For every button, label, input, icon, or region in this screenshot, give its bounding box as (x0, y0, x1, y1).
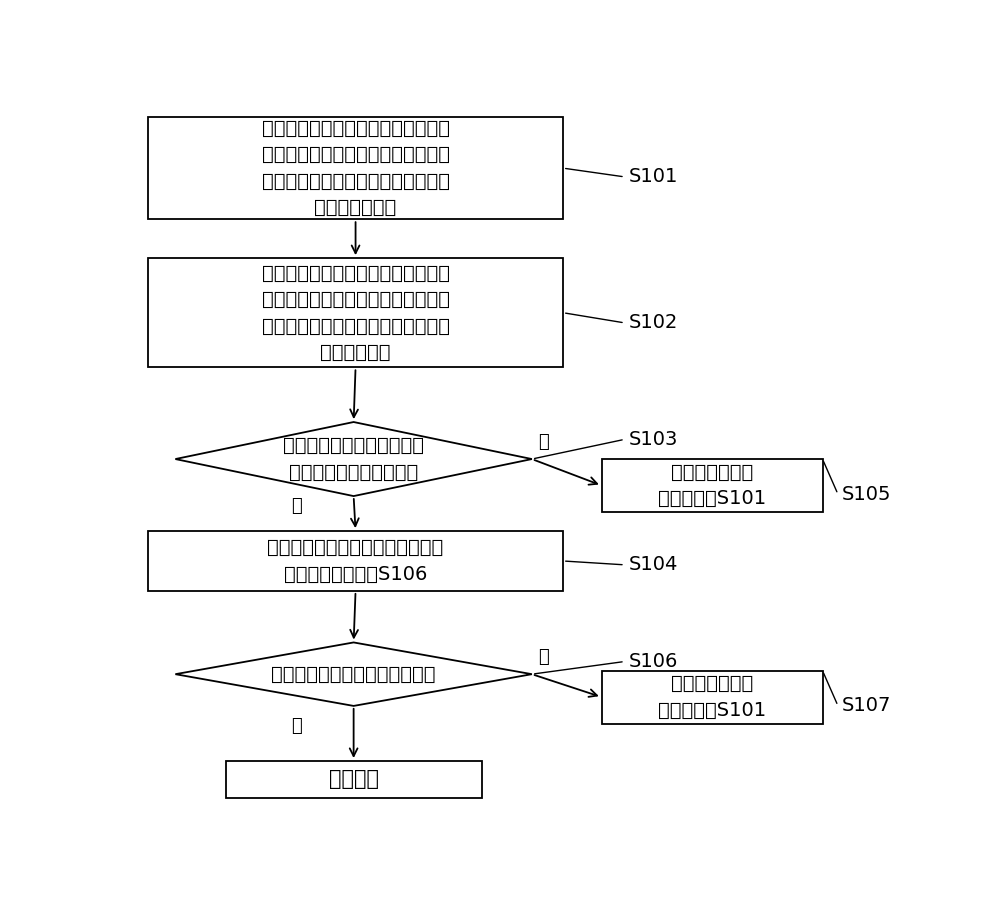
Text: 结束操作: 结束操作 (329, 769, 379, 790)
Text: 将塞尺塞入轴承座和隔离套的径向间
隙中，调整径向间隙在周向上呈等距
且满足塞尺尺寸要求后，取出塞尺，
将轴承外盖盖上: 将塞尺塞入轴承座和隔离套的径向间 隙中，调整径向间隙在周向上呈等距 且满足塞尺尺… (262, 119, 450, 217)
Text: S106: S106 (629, 652, 678, 671)
Text: 否: 否 (538, 432, 549, 451)
Text: 否: 否 (538, 648, 549, 666)
Text: 拆掉轴承外盖，
并返回步骤S101: 拆掉轴承外盖， 并返回步骤S101 (658, 674, 766, 720)
Text: 拆掉轴承外盖，
并返回步骤S101: 拆掉轴承外盖， 并返回步骤S101 (658, 463, 766, 508)
Bar (602, 671, 822, 724)
Bar (148, 117, 563, 219)
Text: 取出间隙检测片，将塞尺插入径向
间隙中，执行步骤S106: 取出间隙检测片，将塞尺插入径向 间隙中，执行步骤S106 (267, 539, 444, 583)
Text: 将若干个间隙测微片通过轴承外盖的
工艺检测孔插入径向间隙中，旋拧轴
承外盖上对称设置的紧固螺栓，并拉
动间隙测微片: 将若干个间隙测微片通过轴承外盖的 工艺检测孔插入径向间隙中，旋拧轴 承外盖上对称… (262, 264, 450, 362)
Bar (148, 258, 563, 367)
Text: 是: 是 (292, 717, 302, 736)
Polygon shape (175, 422, 532, 496)
Text: S107: S107 (842, 696, 891, 715)
Text: S103: S103 (629, 430, 678, 449)
Text: 判断所述径向间隙是否满足
所述间隙检测片尺寸要求: 判断所述径向间隙是否满足 所述间隙检测片尺寸要求 (283, 436, 424, 482)
Bar (602, 459, 822, 512)
Text: S102: S102 (629, 313, 678, 333)
Polygon shape (175, 642, 532, 706)
Text: 判断径向间隙在周向上是否均匀: 判断径向间隙在周向上是否均匀 (271, 665, 436, 683)
Bar (148, 531, 563, 591)
Text: 是: 是 (292, 497, 302, 516)
Bar (226, 761, 482, 798)
Text: S101: S101 (629, 168, 678, 187)
Text: S104: S104 (629, 555, 678, 574)
Text: S105: S105 (842, 485, 891, 504)
